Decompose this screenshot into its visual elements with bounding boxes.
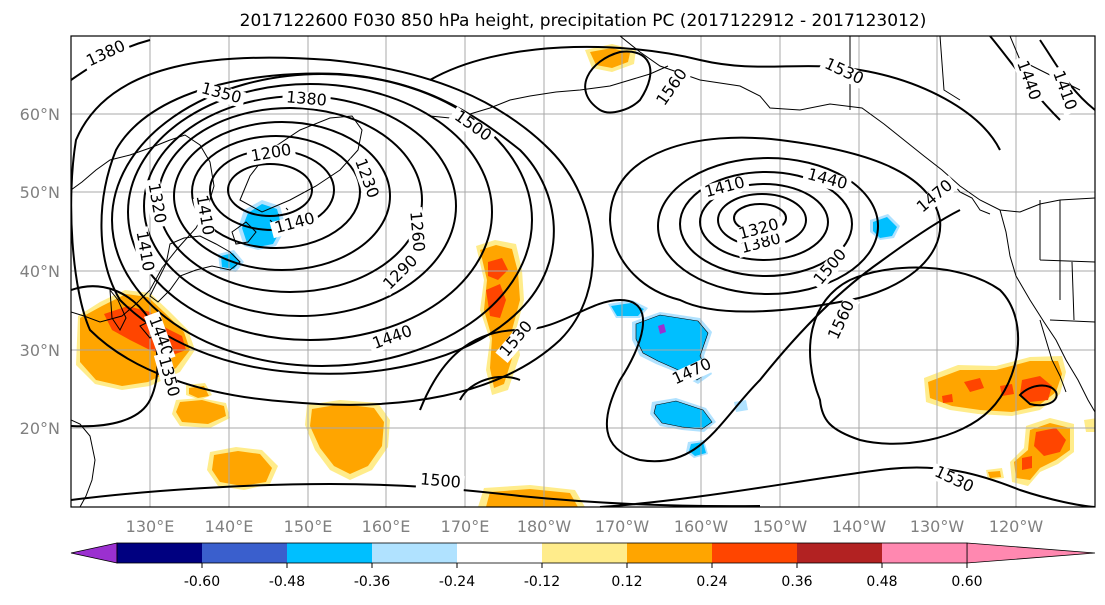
lon-label: 160°E: [362, 517, 411, 536]
lon-label: 150°W: [753, 517, 808, 536]
contour-label: 1500: [419, 469, 461, 491]
colorbar-bin: [542, 543, 627, 563]
colorbar-tick-label: -0.36: [354, 574, 390, 590]
lat-label: 60°N: [20, 105, 60, 124]
lat-label: 40°N: [20, 262, 60, 281]
colorbar-tick-label: 0.12: [611, 574, 642, 590]
colorbar-bin: [287, 543, 372, 563]
lon-label: 120°W: [989, 517, 1044, 536]
colorbar-tick-labels: -0.60 -0.48 -0.36 -0.24 -0.12 0.12 0.24 …: [184, 574, 983, 590]
contour-label: 1380: [285, 87, 327, 109]
map-layers: 1380 1350 1380 1500 1560 1530 1440 1410 …: [71, 36, 1095, 507]
colorbar: -0.60 -0.48 -0.36 -0.24 -0.12 0.12 0.24 …: [70, 542, 1096, 590]
lon-label: 140°E: [205, 517, 254, 536]
colorbar-tick-label: 0.24: [696, 574, 727, 590]
lat-label: 20°N: [20, 419, 60, 438]
colorbar-bin: [797, 543, 882, 563]
lon-label: 160°W: [674, 517, 729, 536]
colorbar-tick-label: 0.60: [951, 574, 982, 590]
colorbar-tick-label: -0.12: [524, 574, 560, 590]
colorbar-bin: [372, 543, 457, 563]
lat-label: 50°N: [20, 183, 60, 202]
colorbar-bin: [627, 543, 712, 563]
lon-label: 170°E: [441, 517, 490, 536]
lat-label: 30°N: [20, 341, 60, 360]
colorbar-tick-label: -0.24: [439, 574, 475, 590]
figure-title: 2017122600 F030 850 hPa height, precipit…: [240, 11, 927, 31]
contour-label: 1260: [406, 210, 428, 252]
map-border: [70, 35, 1096, 508]
colorbar-bin: [117, 543, 202, 563]
lon-label: 150°E: [284, 517, 333, 536]
latitude-labels: 60°N 50°N 40°N 30°N 20°N: [20, 105, 60, 438]
colorbar-ticks: [201, 563, 968, 568]
lon-label: 130°E: [126, 517, 175, 536]
colorbar-extend-left: [70, 542, 118, 564]
lon-label: 170°W: [595, 517, 650, 536]
colorbar-tick-label: 0.48: [866, 574, 897, 590]
colorbar-extend-right: [966, 542, 1096, 564]
lon-label: 130°W: [910, 517, 965, 536]
colorbar-tick-label: -0.48: [269, 574, 305, 590]
longitude-labels: 130°E 140°E 150°E 160°E 170°E 180°W 170°…: [126, 517, 1044, 536]
colorbar-tick-label: -0.60: [184, 574, 220, 590]
lon-label: 140°W: [832, 517, 887, 536]
graticule: [71, 36, 1095, 507]
colorbar-bin: [202, 543, 287, 563]
colorbar-bin: [882, 543, 967, 563]
lon-label: 180°W: [517, 517, 572, 536]
colorbar-bin: [712, 543, 797, 563]
colorbar-tick-label: 0.36: [781, 574, 812, 590]
colorbar-bin: [457, 543, 542, 563]
